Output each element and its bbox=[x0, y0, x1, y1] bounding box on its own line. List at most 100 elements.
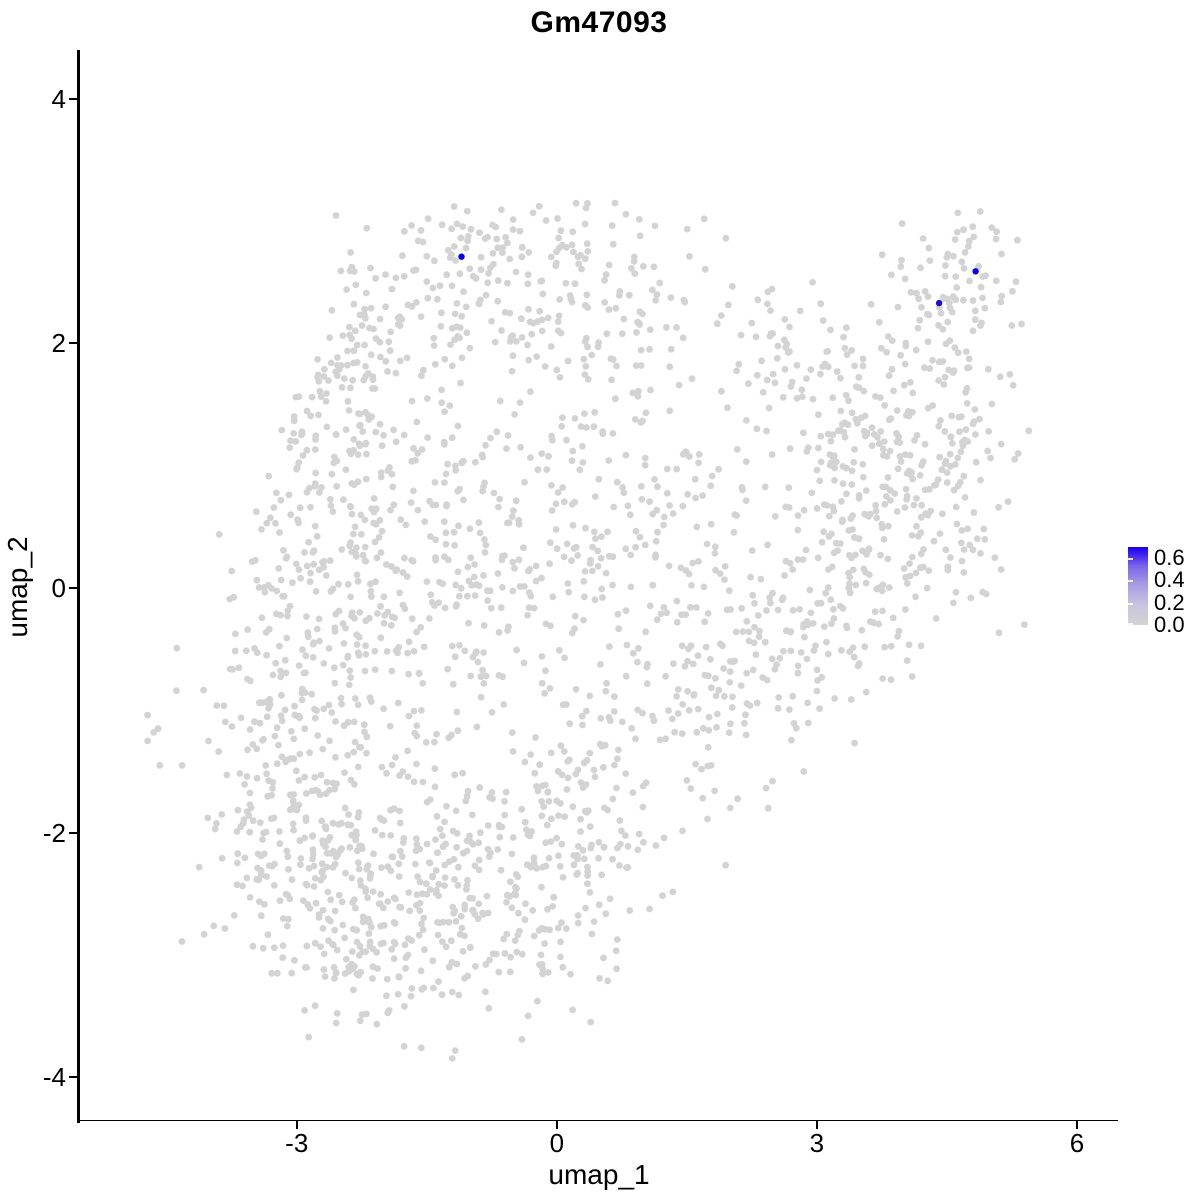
cell-point bbox=[598, 743, 606, 750]
cell-point bbox=[894, 303, 902, 311]
cell-point bbox=[952, 503, 960, 511]
cell-point bbox=[913, 522, 920, 530]
cell-point bbox=[329, 941, 337, 949]
cell-point bbox=[958, 527, 966, 534]
cell-point bbox=[377, 353, 384, 361]
cell-point bbox=[781, 572, 788, 579]
cell-point bbox=[786, 445, 794, 453]
cell-point bbox=[349, 376, 357, 384]
cell-point bbox=[292, 437, 300, 445]
cell-point bbox=[463, 207, 471, 215]
cell-point bbox=[804, 621, 812, 629]
cell-point bbox=[323, 849, 331, 857]
cell-point bbox=[412, 456, 419, 464]
cell-point bbox=[950, 252, 957, 260]
cell-point bbox=[435, 919, 443, 927]
cell-point bbox=[666, 502, 673, 509]
cell-point bbox=[392, 647, 400, 655]
cell-point bbox=[614, 755, 621, 763]
cell-point bbox=[680, 296, 688, 304]
cell-point bbox=[301, 834, 309, 842]
cell-point bbox=[410, 487, 417, 495]
cell-point bbox=[395, 860, 403, 868]
cell-point bbox=[841, 433, 849, 441]
cell-point bbox=[641, 461, 649, 469]
cell-point bbox=[483, 892, 491, 900]
cell-point bbox=[876, 394, 884, 401]
cell-point bbox=[837, 374, 844, 382]
cell-point bbox=[421, 518, 429, 525]
cell-point bbox=[715, 465, 722, 473]
cell-point bbox=[221, 925, 229, 932]
cell-point bbox=[948, 412, 956, 420]
cell-point bbox=[451, 653, 459, 661]
cell-point bbox=[992, 277, 1000, 285]
cell-point bbox=[325, 645, 333, 652]
cell-point bbox=[361, 516, 369, 524]
cell-point bbox=[362, 651, 370, 658]
cell-point bbox=[532, 562, 540, 570]
cell-point bbox=[707, 520, 715, 528]
cell-point bbox=[472, 963, 479, 970]
cell-point bbox=[972, 458, 980, 466]
cell-point bbox=[313, 625, 321, 633]
cell-point bbox=[764, 804, 772, 812]
cell-point bbox=[362, 885, 369, 893]
cell-point bbox=[572, 199, 580, 207]
cell-point bbox=[569, 447, 577, 455]
cell-point bbox=[307, 503, 314, 511]
cell-point bbox=[470, 573, 478, 581]
cell-point bbox=[410, 267, 417, 274]
cell-point bbox=[565, 588, 573, 596]
cell-point bbox=[614, 844, 621, 852]
cell-point bbox=[837, 540, 844, 547]
cell-point bbox=[533, 353, 541, 360]
cell-point bbox=[604, 977, 612, 985]
cell-point bbox=[331, 785, 338, 793]
cell-point bbox=[263, 713, 271, 721]
cell-point bbox=[936, 453, 943, 461]
cell-point bbox=[454, 881, 462, 889]
cell-point bbox=[344, 654, 351, 661]
cell-point bbox=[498, 327, 505, 334]
cell-point bbox=[348, 548, 356, 556]
cell-point bbox=[418, 920, 425, 928]
cell-point bbox=[935, 322, 942, 329]
cell-point bbox=[746, 702, 754, 709]
cell-point bbox=[405, 712, 413, 720]
cell-point bbox=[540, 803, 547, 810]
cell-point bbox=[503, 930, 511, 938]
cell-point bbox=[454, 422, 462, 430]
cell-point bbox=[440, 440, 448, 448]
cell-point bbox=[297, 574, 304, 582]
cell-point bbox=[557, 800, 564, 807]
cell-point bbox=[485, 853, 493, 860]
cell-point bbox=[888, 271, 895, 279]
cell-point bbox=[610, 503, 618, 511]
cell-point bbox=[616, 291, 623, 299]
cell-point bbox=[898, 256, 905, 264]
cell-point bbox=[246, 828, 254, 836]
cell-point bbox=[420, 366, 427, 374]
cell-point bbox=[218, 854, 226, 862]
cell-point bbox=[688, 581, 695, 589]
cell-point bbox=[573, 871, 580, 878]
cell-point bbox=[315, 615, 323, 623]
cell-point bbox=[679, 701, 687, 708]
cell-point bbox=[450, 203, 458, 210]
x-tick-mark bbox=[815, 1121, 818, 1129]
cell-point bbox=[463, 329, 471, 337]
cell-point bbox=[942, 340, 950, 348]
cell-point bbox=[584, 248, 592, 255]
cell-point bbox=[708, 472, 716, 480]
cell-point bbox=[537, 951, 545, 959]
cell-point bbox=[344, 751, 352, 759]
cell-point bbox=[388, 563, 395, 570]
cell-point bbox=[301, 725, 309, 733]
cell-point bbox=[289, 797, 297, 805]
cell-point bbox=[388, 667, 396, 675]
cell-point bbox=[354, 701, 362, 709]
cell-point bbox=[597, 661, 604, 668]
cell-point bbox=[421, 946, 428, 954]
cell-point bbox=[364, 370, 372, 377]
